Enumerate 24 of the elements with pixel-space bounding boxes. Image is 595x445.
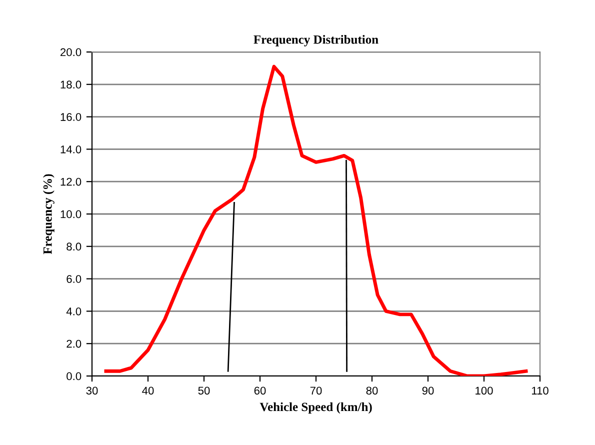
y-tick-label: 10.0	[60, 210, 82, 218]
x-tick-label: 100	[476, 386, 493, 395]
x-axis-title: Vehicle Speed (km/h)	[260, 402, 372, 414]
x-tick-label: 80	[366, 386, 378, 395]
y-tick-label: 16.0	[60, 113, 82, 121]
x-tick-label: 70	[310, 386, 322, 395]
line-series	[104, 64, 528, 376]
y-tick-label: 18.0	[60, 80, 82, 89]
y-tick-label: 6.0	[66, 275, 82, 283]
y-tick-label: 8.0	[66, 242, 82, 251]
chart-title: Frequency Distribution	[254, 34, 378, 46]
y-tick-label: 0.0	[66, 372, 82, 380]
y-tick-label: 2.0	[66, 340, 82, 348]
y-tick-label: 4.0	[66, 307, 82, 316]
x-tick-label: 30	[86, 386, 98, 395]
y-tick-label: 12.0	[60, 178, 82, 186]
x-tick-label: 60	[254, 386, 266, 395]
x-tick-label: 90	[422, 386, 434, 395]
y-axis-title: Frequency (%)	[43, 174, 54, 254]
x-tick-label: 110	[532, 386, 548, 395]
x-tick-label: 50	[198, 386, 210, 395]
y-tick-label: 20.0	[60, 48, 82, 56]
y-tick-label: 14.0	[60, 145, 82, 154]
x-tick-label: 40	[142, 386, 154, 395]
